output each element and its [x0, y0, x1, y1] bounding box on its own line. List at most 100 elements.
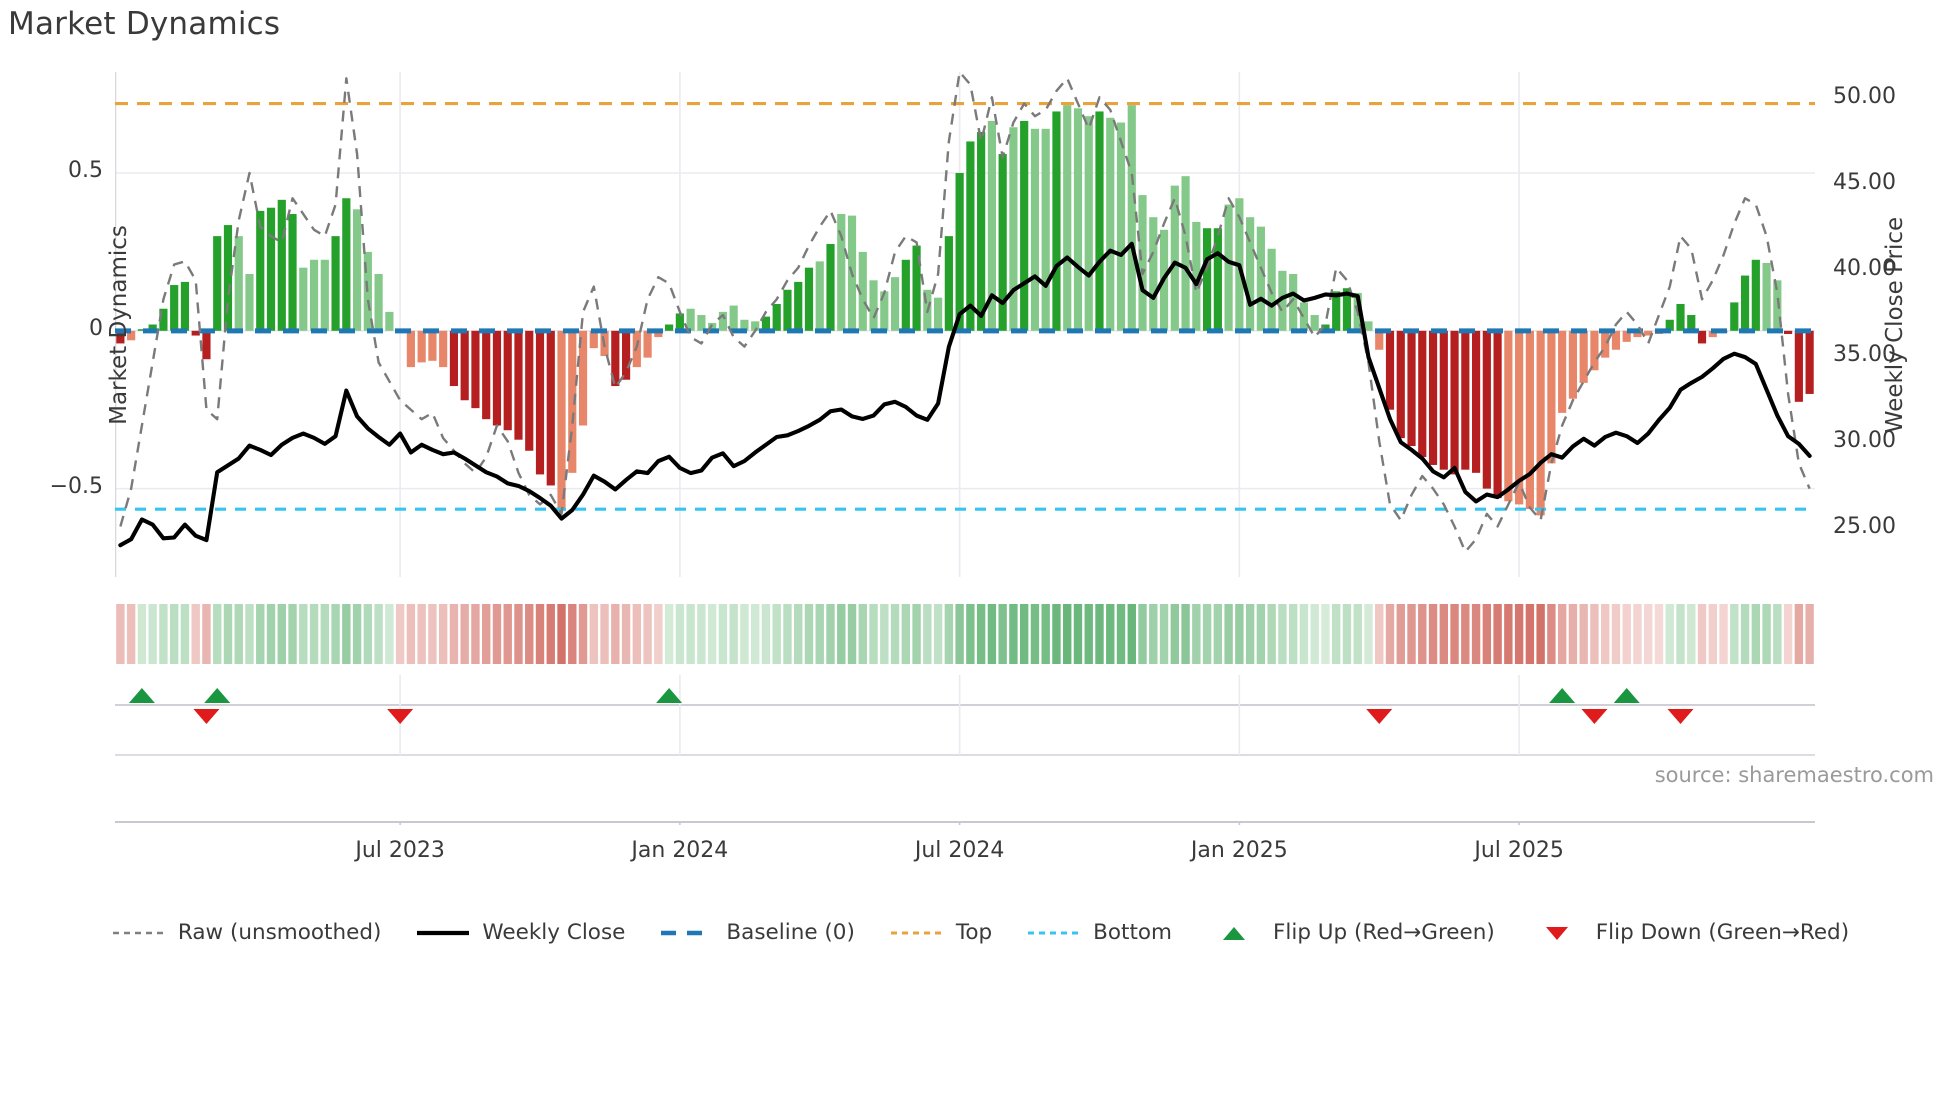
heatmap-cell [1762, 604, 1771, 664]
bar [837, 214, 846, 331]
bar [1385, 330, 1395, 410]
heatmap-cell [1676, 604, 1685, 664]
legend-item-0[interactable]: Raw (unsmoothed) [111, 920, 381, 945]
bar [1622, 330, 1631, 342]
legend-item-2[interactable]: Baseline (0) [659, 920, 855, 945]
legend-item-label: Raw (unsmoothed) [177, 920, 382, 945]
heatmap-cell [1116, 604, 1126, 664]
heatmap-cell [589, 604, 598, 664]
heatmap-cell [794, 604, 803, 664]
heatmap-cell [126, 604, 136, 664]
y-tick-right-4: 30.00 [1833, 428, 1896, 454]
bar [944, 236, 953, 331]
bar [1095, 111, 1104, 331]
flip-down-marker[interactable] [387, 709, 414, 724]
bar [406, 330, 415, 368]
bar [191, 330, 200, 336]
bar [1149, 217, 1158, 331]
bar [535, 330, 545, 475]
legend-item-5[interactable]: Flip Up (Red→Green) [1206, 920, 1495, 945]
bar [1246, 217, 1255, 331]
bar [794, 281, 803, 331]
heatmap-cell [815, 604, 824, 664]
heatmap-cell [1611, 604, 1621, 664]
main-plot-svg [115, 72, 1815, 577]
bar [266, 207, 276, 331]
bar [428, 330, 437, 361]
flip-down-marker[interactable] [193, 709, 220, 724]
heatmap-cell [1149, 604, 1158, 664]
heatmap-cell [923, 604, 932, 664]
heatmap-cell [1439, 604, 1448, 664]
heatmap-cell [869, 604, 878, 664]
bar [665, 324, 674, 331]
heatmap-cell [288, 604, 297, 664]
bar [1278, 270, 1287, 331]
bar-series [116, 105, 1814, 516]
heatmap-cell [116, 604, 125, 664]
flip-up-marker[interactable] [656, 688, 683, 703]
heatmap-cell [912, 604, 921, 664]
bar [1332, 291, 1341, 331]
heatmap-cell [557, 604, 566, 664]
heatmap-cell [643, 604, 652, 664]
legend-item-1[interactable]: Weekly Close [415, 920, 625, 945]
flip-down-marker[interactable] [1581, 709, 1608, 724]
legend-item-6[interactable]: Flip Down (Green→Red) [1529, 920, 1849, 945]
bar [1052, 111, 1061, 331]
heatmap-cell [223, 604, 233, 664]
bar [1041, 128, 1050, 331]
heatmap-cell [858, 604, 867, 664]
bar [589, 330, 598, 349]
bar [1203, 228, 1212, 331]
heatmap-cell [374, 604, 383, 664]
bar [718, 311, 727, 331]
bar [578, 330, 588, 426]
flip-down-marker[interactable] [1366, 709, 1393, 724]
heatmap-cell [1256, 604, 1266, 664]
heatmap-cell [1213, 604, 1223, 664]
heatmap-cell [1547, 604, 1556, 664]
heatmap-cell [363, 604, 373, 664]
bar [1009, 127, 1018, 331]
heatmap-cell [1224, 604, 1233, 664]
bar [1106, 117, 1115, 331]
flip-up-marker[interactable] [1613, 688, 1640, 703]
bar [1256, 226, 1265, 331]
flip-up-marker[interactable] [128, 688, 155, 703]
bar [1794, 330, 1803, 402]
bar [492, 330, 502, 426]
heatmap-cell [1536, 604, 1545, 664]
heatmap-cell [1342, 604, 1352, 664]
heatmap-cell [1321, 604, 1330, 664]
heatmap-cell [783, 604, 792, 664]
heatmap-cell [309, 604, 319, 664]
bar [1289, 274, 1298, 331]
bar [482, 330, 491, 420]
legend-item-3[interactable]: Top [889, 920, 992, 945]
legend-item-4[interactable]: Bottom [1026, 920, 1172, 945]
bar [1611, 330, 1621, 350]
heatmap-cell [675, 604, 685, 664]
heatmap-cell [503, 604, 512, 664]
heatmap-cell [1514, 604, 1524, 664]
heatmap-cell [1805, 604, 1814, 664]
heatmap-cell [277, 604, 286, 664]
heatmap-cell [1504, 604, 1513, 664]
flip-up-marker[interactable] [204, 688, 231, 703]
heatmap-cell [955, 604, 964, 664]
flip-up-marker[interactable] [1549, 688, 1576, 703]
bar [1407, 330, 1416, 447]
legend-item-label: Top [955, 920, 993, 945]
heatmap-cell [1138, 604, 1147, 664]
source-attribution: source: sharemaestro.com [1654, 763, 1934, 787]
heatmap-cell [837, 604, 846, 664]
y-axis-left-label: Market Dynamics [105, 224, 132, 425]
bar [116, 330, 125, 344]
bar [1267, 248, 1276, 331]
heatmap-cell [395, 604, 405, 664]
flip-down-marker[interactable] [1667, 709, 1694, 724]
bar [159, 308, 168, 331]
bar [772, 303, 781, 331]
heatmap-cell [266, 604, 276, 664]
